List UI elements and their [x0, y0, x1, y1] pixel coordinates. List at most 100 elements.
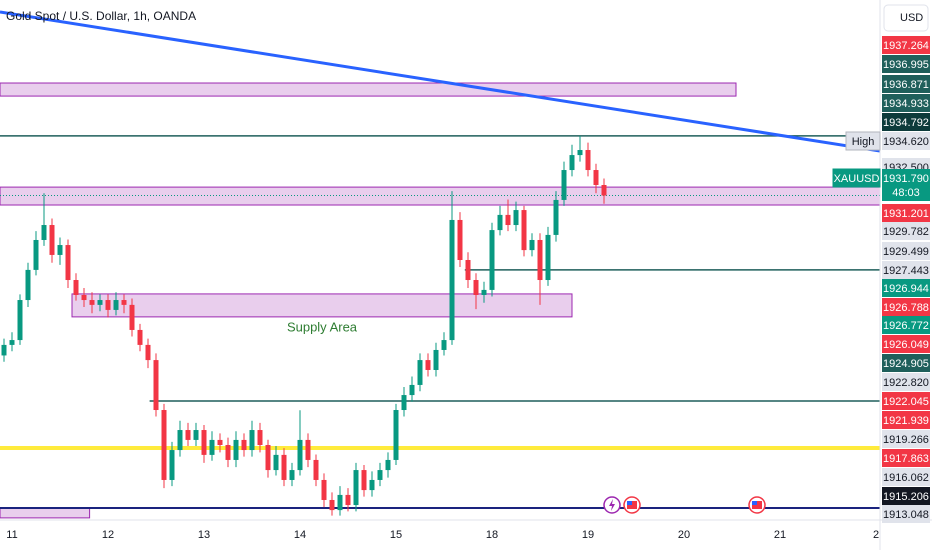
candle-body: [401, 395, 407, 411]
price-tag: [882, 94, 930, 112]
candle-body: [281, 454, 287, 480]
price-tag-name-box: [832, 168, 881, 188]
price-tag-label: 1934.933: [883, 98, 929, 110]
price-tag: [882, 505, 930, 523]
candle-body: [297, 439, 303, 471]
candle-body: [457, 219, 463, 260]
candle-body: [481, 289, 487, 295]
price-tag-label: 1913.048: [883, 509, 929, 521]
candle-body: [393, 410, 399, 460]
price-tag-label: 1921.939: [883, 415, 929, 427]
price-tag-label: 1926.788: [883, 302, 929, 314]
candle-body: [225, 444, 231, 460]
price-tag-label: 1926.049: [883, 339, 929, 351]
price-tag-label: 1922.820: [883, 377, 929, 389]
candle-body: [473, 280, 479, 295]
price-tag-label: 1929.499: [883, 246, 929, 258]
price-tag: [882, 75, 930, 93]
candle-body: [497, 214, 503, 231]
price-tag: [882, 468, 930, 486]
price-tag: [882, 373, 930, 391]
price-tag: [882, 316, 930, 334]
candle-body: [217, 439, 223, 445]
currency-label[interactable]: USD: [900, 12, 923, 24]
candle-body: [345, 494, 351, 506]
candle-body: [353, 470, 359, 506]
price-tag: [882, 132, 930, 150]
candle-body: [489, 230, 495, 290]
zone: [0, 507, 91, 519]
candle-body: [313, 459, 319, 480]
price-tag-label: 1916.062: [883, 472, 929, 484]
zone: [0, 82, 737, 97]
price-tag: [882, 169, 930, 187]
price-tag: [882, 392, 930, 410]
candle-body: [49, 225, 55, 255]
candle-body: [129, 304, 135, 330]
candle-body: [65, 245, 71, 281]
price-tag-label: 1917.863: [883, 453, 929, 465]
price-tag: [882, 261, 930, 279]
candle-body: [561, 170, 567, 200]
currency-button[interactable]: [883, 4, 929, 32]
lightning-icon: [609, 499, 615, 511]
candle-body: [329, 499, 335, 511]
candle-body: [513, 210, 519, 226]
flag-icon: [752, 501, 757, 505]
price-tag-label: 1934.620: [883, 136, 929, 148]
price-tag: [882, 204, 930, 222]
candle-body: [337, 494, 343, 511]
candle-body: [465, 260, 471, 281]
price-tag: [882, 298, 930, 316]
candle-body: [113, 300, 119, 310]
candle-body: [265, 444, 271, 471]
candle-body: [585, 150, 591, 171]
candle-body: [569, 155, 575, 171]
price-tag-label: 1931.790: [883, 173, 929, 185]
price-tag: [882, 487, 930, 505]
price-tag: [882, 279, 930, 297]
candle-body: [177, 430, 183, 451]
price-tag: [882, 55, 930, 73]
price-tag: [882, 449, 930, 467]
x-tick-label: 18: [486, 529, 498, 541]
plot-area: Supply Area: [0, 10, 881, 519]
price-tag-label: 1927.443: [883, 265, 929, 277]
x-tick-label: 2: [873, 529, 879, 541]
candle-body: [25, 269, 31, 301]
candle-body: [553, 199, 559, 235]
price-tag: [882, 36, 930, 54]
candle-body: [201, 430, 207, 455]
zone: [0, 186, 881, 206]
candle-body: [161, 410, 167, 480]
x-tick-label: 12: [102, 529, 114, 541]
price-tag: [882, 354, 930, 372]
price-tag-label: 1926.772: [883, 320, 929, 332]
candle-body: [441, 340, 447, 350]
candle-body: [273, 454, 279, 471]
event-icons: [603, 496, 766, 514]
candle-body: [145, 344, 151, 361]
candle-body: [33, 239, 39, 270]
x-tick-label: 21: [774, 529, 786, 541]
price-tag: [882, 113, 930, 131]
candle-body: [193, 430, 199, 440]
candle-body: [81, 294, 87, 301]
price-tag-label: 1924.905: [883, 358, 929, 370]
price-tag: [882, 411, 930, 429]
x-tick-label: 13: [198, 529, 210, 541]
zone: [71, 293, 573, 318]
candle-body: [425, 360, 431, 370]
zone-label: Supply Area: [287, 319, 358, 334]
candle-body: [121, 300, 127, 305]
candle-body: [137, 329, 143, 345]
candle-body: [385, 459, 391, 471]
price-tag: [882, 242, 930, 260]
candle-body: [257, 430, 263, 445]
price-tag-label: 1936.871: [883, 79, 929, 91]
candle-body: [369, 479, 375, 491]
price-tag-label: 1929.782: [883, 226, 929, 238]
trendline: [0, 10, 881, 153]
candle-body: [233, 439, 239, 460]
